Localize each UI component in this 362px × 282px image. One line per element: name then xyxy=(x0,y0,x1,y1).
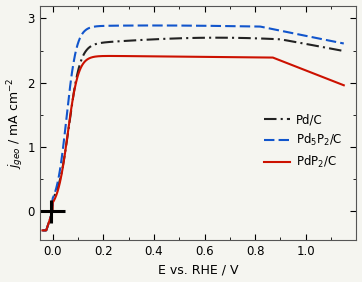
PdP$_2$/C xyxy=(108,54,112,58)
Pd$_5$P$_2$/C xyxy=(281,30,285,33)
Pd/C xyxy=(248,36,252,40)
Pd/C xyxy=(71,94,75,98)
X-axis label: E vs. RHE / V: E vs. RHE / V xyxy=(158,263,239,276)
Pd$_5$P$_2$/C xyxy=(40,229,45,232)
Line: Pd$_5$P$_2$/C: Pd$_5$P$_2$/C xyxy=(42,25,344,230)
Pd$_5$P$_2$/C xyxy=(163,24,167,27)
PdP$_2$/C xyxy=(163,55,167,58)
PdP$_2$/C xyxy=(71,95,75,98)
Pd$_5$P$_2$/C xyxy=(248,25,252,28)
Pd/C xyxy=(40,229,45,232)
Pd/C xyxy=(275,38,280,41)
PdP$_2$/C xyxy=(281,60,285,63)
Pd/C xyxy=(342,49,346,53)
Pd$_5$P$_2$/C xyxy=(173,24,178,27)
Pd/C xyxy=(281,38,285,41)
Legend: Pd/C, Pd$_5$P$_2$/C, PdP$_2$/C: Pd/C, Pd$_5$P$_2$/C, PdP$_2$/C xyxy=(260,108,348,175)
PdP$_2$/C xyxy=(248,56,252,59)
Pd$_5$P$_2$/C xyxy=(71,63,75,66)
Pd$_5$P$_2$/C xyxy=(275,28,280,32)
Pd/C xyxy=(173,37,177,40)
Line: PdP$_2$/C: PdP$_2$/C xyxy=(42,56,344,230)
Pd$_5$P$_2$/C xyxy=(152,24,156,27)
PdP$_2$/C xyxy=(173,55,178,58)
Pd/C xyxy=(215,36,219,39)
PdP$_2$/C xyxy=(275,58,280,61)
Pd$_5$P$_2$/C xyxy=(342,42,346,45)
Y-axis label: $j_{geo}$ / mA cm$^{-2}$: $j_{geo}$ / mA cm$^{-2}$ xyxy=(5,77,26,169)
PdP$_2$/C xyxy=(342,83,346,87)
PdP$_2$/C xyxy=(40,229,45,232)
Line: Pd/C: Pd/C xyxy=(42,38,344,230)
Pd/C xyxy=(162,37,167,41)
